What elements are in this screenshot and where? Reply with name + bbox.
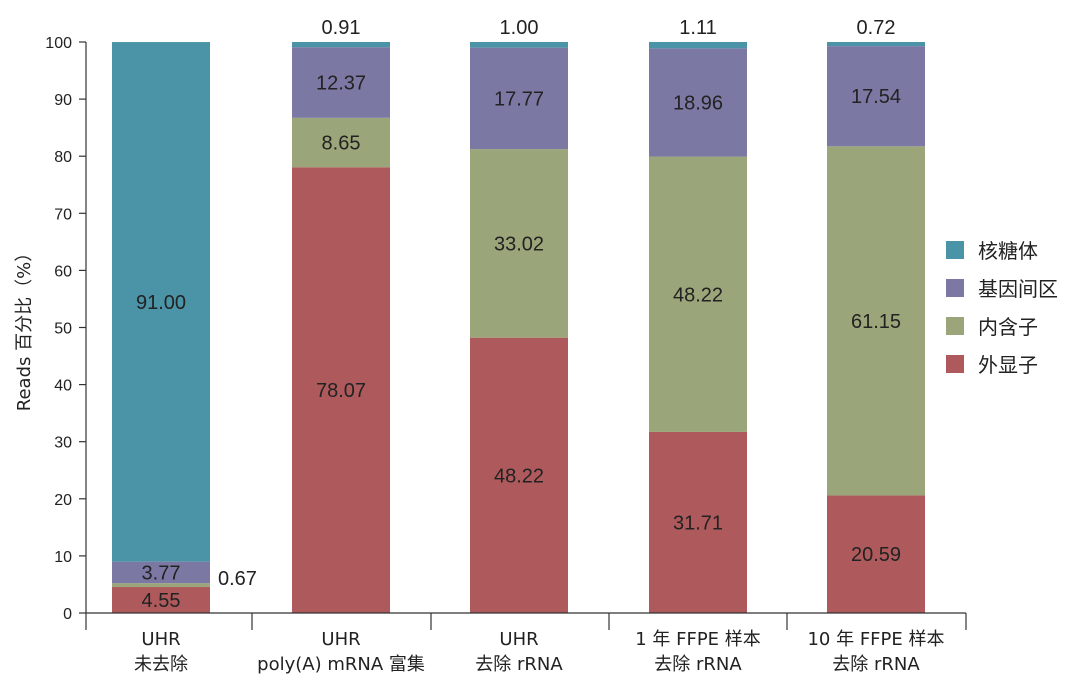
axes-group: UHR 未去除 UHR poly(A) mRNA 富集 UHR 去除 rRNA 1 年 FF… <box>14 35 967 675</box>
x-tick-label: 去除 rRNA <box>832 654 920 675</box>
y-tick-label: 40 <box>54 378 72 395</box>
x-tick-label: 去除 rRNA <box>475 654 563 675</box>
x-tick-label: 未去除 <box>134 654 188 675</box>
data-label: 78.07 <box>316 380 366 402</box>
x-tick-label: UHR <box>141 629 180 650</box>
data-label: 48.22 <box>673 284 723 306</box>
bar-segment <box>292 117 390 168</box>
x-tick-label: UHR <box>321 629 360 650</box>
legend-swatch <box>946 317 964 335</box>
bar-segment <box>112 42 210 562</box>
data-label: 91.00 <box>136 292 186 314</box>
y-tick-label: 0 <box>63 606 72 623</box>
data-label: 8.65 <box>322 133 361 155</box>
data-label: 0.91 <box>322 17 361 39</box>
data-label: 0.72 <box>857 17 896 39</box>
y-tick-label: 100 <box>45 35 72 52</box>
data-label: 48.22 <box>494 465 544 487</box>
x-tick-label: poly(A) mRNA 富集 <box>257 654 425 675</box>
bar-segment <box>649 156 747 432</box>
bar-segment <box>112 561 210 584</box>
y-axis-label: Reads 百分比（%） <box>14 244 35 411</box>
y-tick-label: 70 <box>54 206 72 223</box>
value-labels-group: 4.55 0.67 3.77 91.00 78.07 8.65 12.37 0.91 48.22… <box>136 17 901 612</box>
y-tick-label: 50 <box>54 321 72 338</box>
data-label: 4.55 <box>142 590 181 612</box>
y-tick-label: 10 <box>54 549 72 566</box>
data-label: 17.54 <box>851 86 901 108</box>
x-tick-label: 去除 rRNA <box>654 654 742 675</box>
data-label: 33.02 <box>494 233 544 255</box>
bar-segment <box>470 337 568 613</box>
x-tick-label: 1 年 FFPE 样本 <box>635 629 761 650</box>
legend-label: 内含子 <box>978 315 1038 339</box>
bar-segment <box>470 149 568 338</box>
y-tick-label: 80 <box>54 149 72 166</box>
bar-segment <box>112 587 210 613</box>
bar-segment <box>827 46 925 147</box>
x-tick-label: 10 年 FFPE 样本 <box>807 629 944 650</box>
data-label: 20.59 <box>851 544 901 566</box>
bar-segment <box>649 48 747 157</box>
data-label: 18.96 <box>673 92 723 114</box>
bars-group <box>112 42 925 613</box>
data-label: 61.15 <box>851 311 901 333</box>
x-tick-label: UHR <box>499 629 538 650</box>
bar-segment <box>292 42 390 48</box>
bar-segment <box>827 146 925 496</box>
y-tick-label: 20 <box>54 492 72 509</box>
bar-segment <box>292 167 390 613</box>
bar-segment <box>292 47 390 118</box>
y-tick-label: 90 <box>54 92 72 109</box>
legend-label: 外显子 <box>978 353 1038 377</box>
data-label: 0.67 <box>218 568 257 590</box>
bar-segment <box>827 495 925 613</box>
data-label: 12.37 <box>316 73 366 95</box>
data-label: 17.77 <box>494 88 544 110</box>
data-label: 31.71 <box>673 512 723 534</box>
legend-swatch <box>946 241 964 259</box>
bar-segment <box>649 431 747 613</box>
y-tick-label: 60 <box>54 263 72 280</box>
bar-segment <box>470 42 568 48</box>
legend-label: 核糖体 <box>978 239 1038 263</box>
data-label: 1.00 <box>500 17 539 39</box>
bar-segment <box>827 42 925 47</box>
y-tick-label: 30 <box>54 435 72 452</box>
legend-swatch <box>946 355 964 373</box>
data-label: 3.77 <box>142 562 181 584</box>
data-label: 1.11 <box>679 17 716 39</box>
legend-swatch <box>946 279 964 297</box>
bar-segment <box>649 42 747 49</box>
bar-segment <box>470 47 568 150</box>
bar-segment <box>112 583 210 588</box>
legend-label: 基因间区 <box>978 277 1058 301</box>
